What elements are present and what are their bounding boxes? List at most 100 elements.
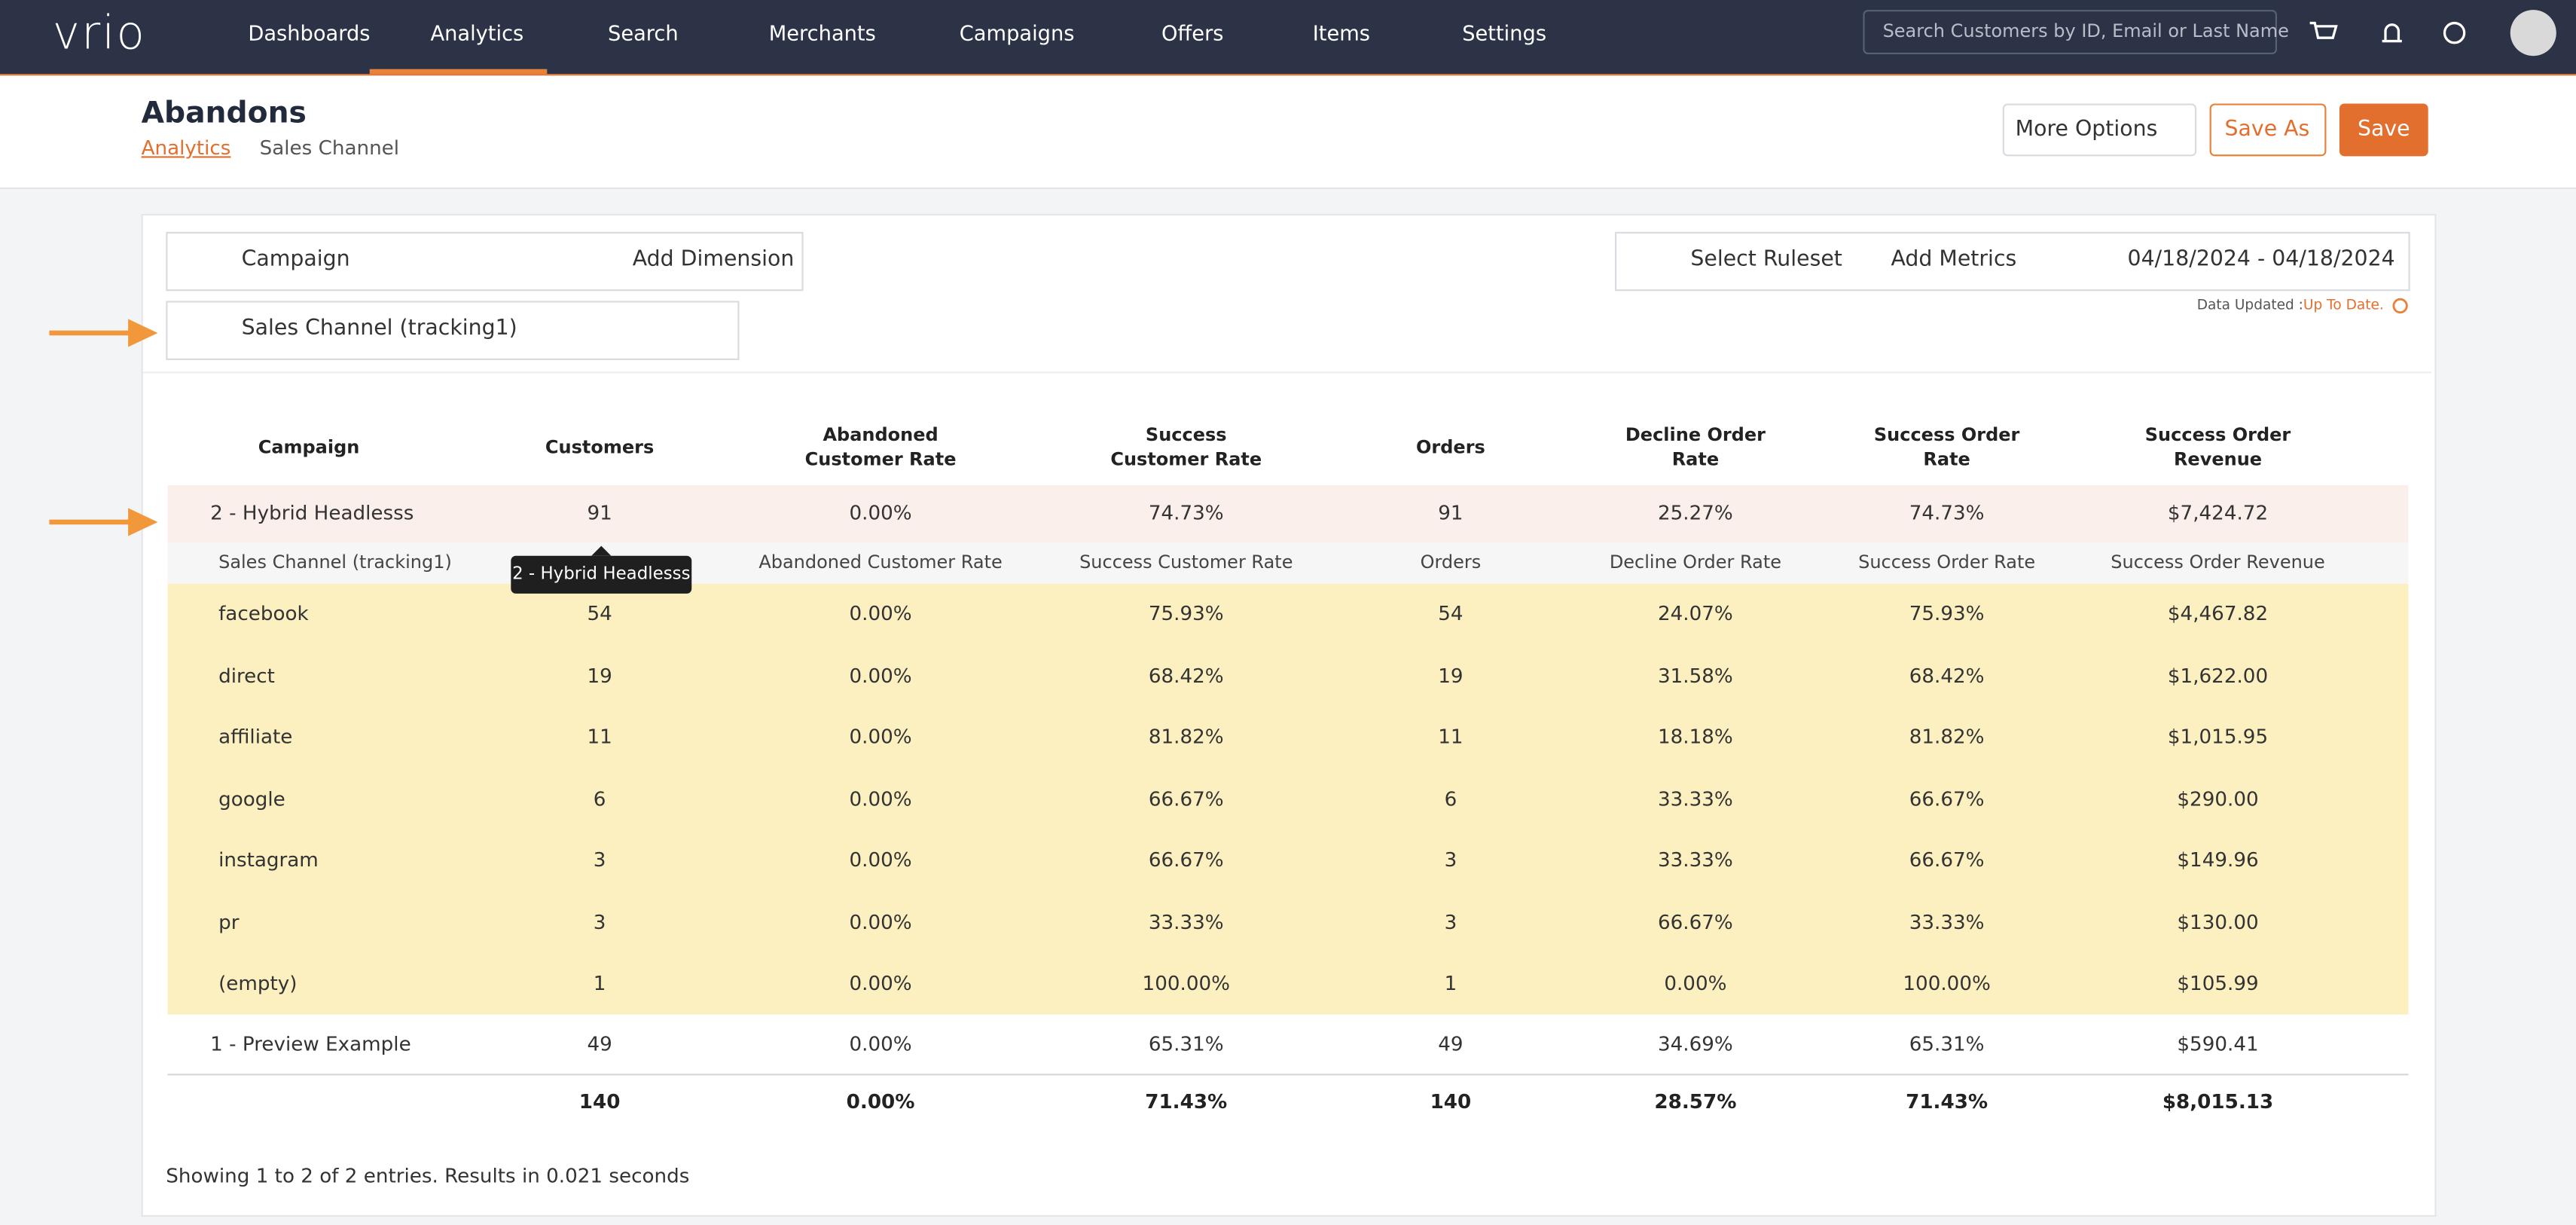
total-cell: 0.00% — [846, 1090, 915, 1113]
cell: 6 — [1444, 787, 1457, 810]
cell: $290.00 — [2177, 787, 2259, 810]
add-dimension[interactable]: Add Dimension — [632, 247, 795, 273]
date-range[interactable]: 04/18/2024 - 04/18/2024 — [2127, 247, 2395, 273]
cell: 81.82% — [1148, 725, 1224, 749]
metrics-select[interactable]: Add Metrics — [1891, 247, 2017, 273]
cell: 66.67% — [1909, 787, 1985, 810]
cell: 0.00% — [849, 848, 912, 872]
total-cell: 140 — [578, 1090, 621, 1113]
column-header: Decline Order Rate — [1625, 424, 1766, 471]
data-updated-status: Up To Date. — [2303, 298, 2384, 314]
cell: affiliate — [218, 725, 293, 749]
column-header: Orders — [1416, 436, 1485, 458]
cell: 34.69% — [1658, 1032, 1733, 1056]
cell: 65.31% — [1909, 1032, 1985, 1056]
sub-column-header: Success Order Revenue — [2111, 551, 2325, 573]
cell: 49 — [587, 1032, 612, 1056]
cell: instagram — [218, 848, 319, 872]
cell: pr — [218, 910, 240, 933]
cell: $590.41 — [2177, 1032, 2259, 1056]
sub-column-header: Abandoned Customer Rate — [758, 551, 1003, 573]
cell: 65.31% — [1148, 1032, 1224, 1056]
cell: 33.33% — [1148, 910, 1224, 933]
cell: 74.73% — [1148, 501, 1224, 525]
cell: 33.33% — [1658, 848, 1733, 872]
ruleset-select[interactable]: Select Ruleset — [1690, 247, 1842, 273]
cell: 3 — [1444, 848, 1457, 872]
metrics-bar[interactable] — [1615, 231, 2410, 292]
cell: 6 — [593, 787, 606, 810]
dimension-row-1[interactable] — [166, 231, 804, 292]
cell: 19 — [587, 663, 612, 687]
nav-item[interactable]: Items — [1312, 20, 1370, 46]
cell: direct — [218, 663, 275, 687]
search-box[interactable] — [1863, 10, 2278, 55]
cell: (empty) — [218, 971, 298, 995]
button-label[interactable]: Save — [2357, 118, 2410, 142]
button-label[interactable]: More Options — [2015, 118, 2158, 142]
page-title: Abandons — [141, 96, 307, 131]
dimension-row-2[interactable] — [166, 301, 740, 360]
breadcrumb-current: Sales Channel — [259, 136, 400, 160]
cell: 11 — [587, 725, 612, 749]
more-options-button[interactable] — [2002, 103, 2197, 157]
cell: 0.00% — [849, 663, 912, 687]
search-placeholder: Search Customers by ID, Email or Last Na… — [1882, 20, 2289, 42]
breadcrumb-link[interactable]: Analytics — [141, 136, 231, 160]
cell: 19 — [1438, 663, 1463, 687]
button-label[interactable]: Save As — [2224, 118, 2310, 142]
nav-item[interactable]: Settings — [1462, 20, 1547, 46]
total-cell: 71.43% — [1906, 1090, 1988, 1113]
logo: vrio — [52, 5, 147, 60]
total-cell: 71.43% — [1145, 1090, 1228, 1113]
group-row-bg — [167, 484, 2409, 543]
cell: $7,424.72 — [2167, 501, 2269, 525]
cell: 68.42% — [1909, 663, 1985, 687]
cell: 0.00% — [849, 910, 912, 933]
nav-item[interactable]: Search — [608, 20, 679, 46]
nav-item[interactable]: Offers — [1161, 20, 1224, 46]
cell: $1,622.00 — [2167, 663, 2269, 687]
cell: 66.67% — [1148, 848, 1224, 872]
nav-item[interactable]: Analytics — [430, 20, 524, 46]
cell: 0.00% — [849, 501, 912, 525]
cell: 3 — [593, 910, 606, 933]
column-header: Campaign — [258, 436, 360, 458]
cell: 25.27% — [1658, 501, 1733, 525]
cell: 74.73% — [1909, 501, 1985, 525]
cell: facebook — [218, 601, 309, 625]
sub-rows-bg — [167, 583, 2409, 1015]
nav-item[interactable]: Dashboards — [248, 20, 371, 46]
column-header: Success Order Rate — [1873, 424, 2020, 471]
sub-column-header: Success Order Rate — [1858, 551, 2036, 573]
divider — [142, 371, 2432, 374]
cell: 66.67% — [1658, 910, 1733, 933]
totals-line — [167, 1074, 2409, 1076]
cell: 54 — [1438, 601, 1463, 625]
cell: 68.42% — [1148, 663, 1224, 687]
cell: 33.33% — [1658, 787, 1733, 810]
cell: 1 — [1444, 971, 1457, 995]
cell: 18.18% — [1658, 725, 1733, 749]
cell: 33.33% — [1909, 910, 1985, 933]
column-header: Abandoned Customer Rate — [804, 424, 957, 471]
cell: 75.93% — [1148, 601, 1224, 625]
dimension-select[interactable]: Sales Channel (tracking1) — [241, 316, 517, 341]
table-footer: Showing 1 to 2 of 2 entries. Results in … — [166, 1164, 690, 1187]
dimension-select[interactable]: Campaign — [241, 247, 350, 273]
cell: 54 — [587, 601, 612, 625]
cell: 0.00% — [849, 787, 912, 810]
cell: 66.67% — [1148, 787, 1224, 810]
cell: 100.00% — [1142, 971, 1230, 995]
cell: $130.00 — [2177, 910, 2259, 933]
save-button[interactable] — [2339, 103, 2428, 157]
cell: 2 - Hybrid Headlesss — [210, 501, 414, 525]
cell: 81.82% — [1909, 725, 1985, 749]
cell: 100.00% — [1903, 971, 1991, 995]
save-as-button[interactable] — [2209, 103, 2327, 157]
nav-item[interactable]: Merchants — [768, 20, 876, 46]
cell: 3 — [1444, 910, 1457, 933]
total-cell: 28.57% — [1654, 1090, 1737, 1113]
nav-item[interactable]: Campaigns — [959, 20, 1075, 46]
cell: $4,467.82 — [2167, 601, 2269, 625]
